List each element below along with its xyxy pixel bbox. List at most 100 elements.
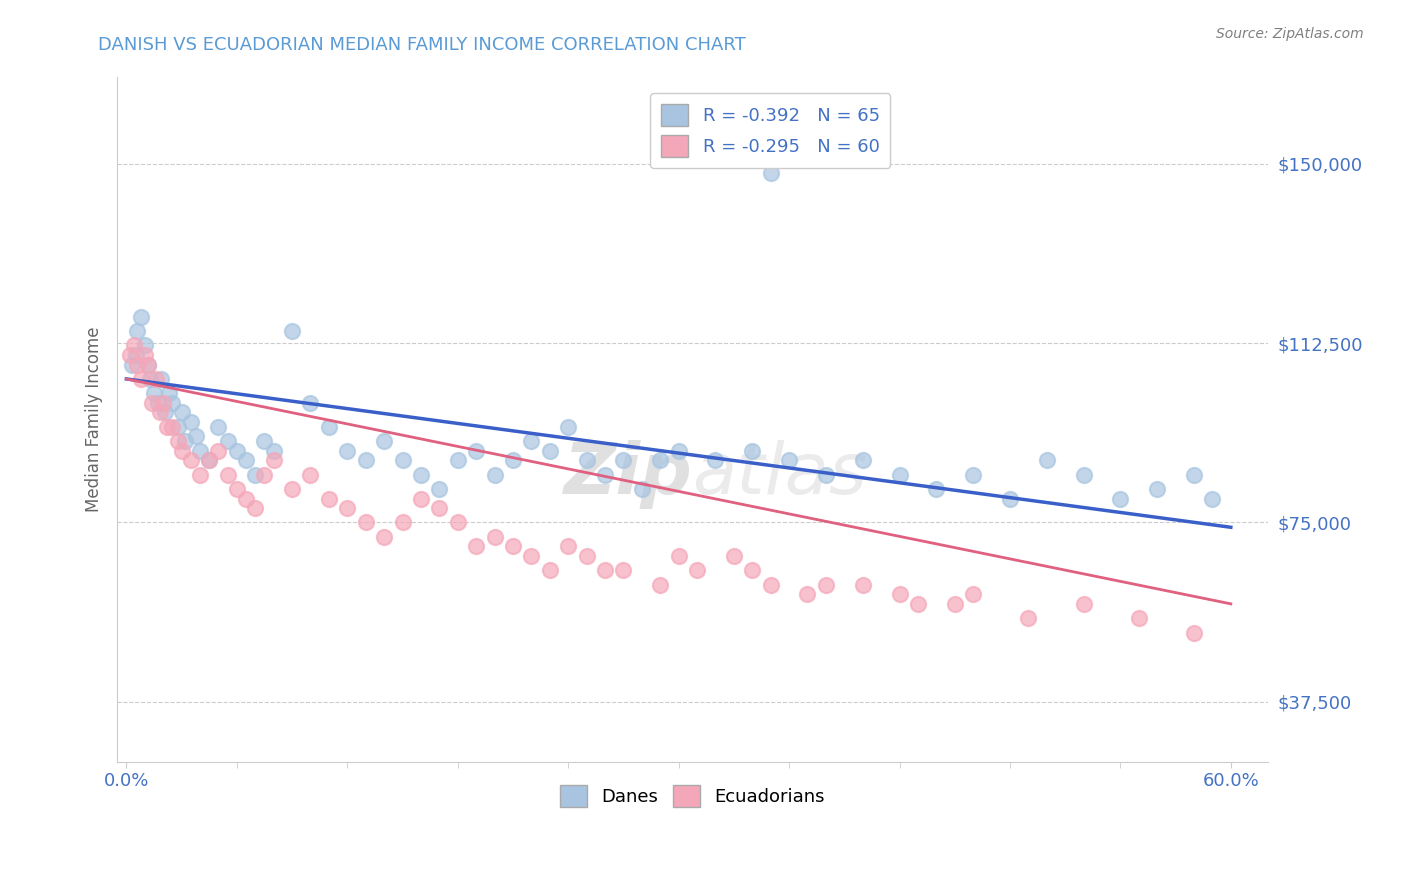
Point	[318, 419, 340, 434]
Point	[557, 419, 579, 434]
Point	[612, 563, 634, 577]
Point	[281, 482, 304, 496]
Point	[127, 358, 149, 372]
Point	[143, 386, 166, 401]
Point	[318, 491, 340, 506]
Point	[907, 597, 929, 611]
Point	[1073, 467, 1095, 482]
Point	[145, 372, 167, 386]
Point	[1128, 611, 1150, 625]
Point	[156, 419, 179, 434]
Point	[245, 501, 267, 516]
Point	[162, 419, 184, 434]
Text: Source: ZipAtlas.com: Source: ZipAtlas.com	[1216, 27, 1364, 41]
Point	[138, 358, 160, 372]
Point	[138, 358, 160, 372]
Point	[1017, 611, 1039, 625]
Point	[354, 453, 377, 467]
Point	[650, 578, 672, 592]
Point	[668, 443, 690, 458]
Point	[630, 482, 652, 496]
Point	[447, 516, 470, 530]
Point	[962, 587, 984, 601]
Point	[188, 467, 211, 482]
Point	[207, 419, 229, 434]
Point	[129, 372, 152, 386]
Point	[668, 549, 690, 563]
Point	[120, 348, 142, 362]
Point	[1146, 482, 1168, 496]
Point	[465, 540, 488, 554]
Point	[1036, 453, 1059, 467]
Point	[141, 396, 163, 410]
Point	[502, 540, 524, 554]
Point	[263, 453, 285, 467]
Point	[162, 396, 184, 410]
Point	[704, 453, 727, 467]
Point	[198, 453, 221, 467]
Point	[299, 396, 322, 410]
Point	[759, 166, 782, 180]
Point	[520, 434, 543, 449]
Point	[686, 563, 709, 577]
Point	[253, 467, 276, 482]
Point	[225, 443, 247, 458]
Point	[852, 453, 875, 467]
Point	[146, 396, 169, 410]
Point	[124, 348, 146, 362]
Point	[538, 443, 561, 458]
Point	[188, 443, 211, 458]
Point	[759, 578, 782, 592]
Point	[814, 467, 837, 482]
Point	[245, 467, 267, 482]
Point	[225, 482, 247, 496]
Point	[502, 453, 524, 467]
Point	[336, 501, 359, 516]
Point	[207, 443, 229, 458]
Point	[852, 578, 875, 592]
Point	[134, 348, 156, 362]
Point	[373, 434, 395, 449]
Point	[889, 467, 911, 482]
Point	[299, 467, 322, 482]
Point	[593, 467, 616, 482]
Point	[814, 578, 837, 592]
Point	[170, 443, 193, 458]
Point	[281, 324, 304, 338]
Point	[198, 453, 221, 467]
Point	[235, 453, 257, 467]
Point	[650, 453, 672, 467]
Point	[153, 405, 176, 419]
Point	[148, 405, 170, 419]
Text: Zip: Zip	[564, 440, 692, 508]
Point	[157, 386, 180, 401]
Point	[186, 429, 208, 443]
Point	[139, 372, 162, 386]
Point	[962, 467, 984, 482]
Point	[121, 358, 143, 372]
Point	[998, 491, 1021, 506]
Point	[167, 419, 190, 434]
Point	[1182, 467, 1205, 482]
Point	[612, 453, 634, 467]
Point	[1201, 491, 1223, 506]
Point	[217, 467, 239, 482]
Point	[409, 491, 432, 506]
Point	[354, 516, 377, 530]
Point	[253, 434, 276, 449]
Text: atlas: atlas	[692, 440, 868, 508]
Point	[741, 563, 763, 577]
Point	[180, 453, 202, 467]
Point	[943, 597, 966, 611]
Point	[427, 482, 450, 496]
Point	[484, 467, 506, 482]
Point	[925, 482, 948, 496]
Point	[170, 405, 193, 419]
Point	[538, 563, 561, 577]
Point	[593, 563, 616, 577]
Point	[263, 443, 285, 458]
Point	[129, 310, 152, 324]
Point	[1182, 625, 1205, 640]
Point	[520, 549, 543, 563]
Point	[150, 372, 173, 386]
